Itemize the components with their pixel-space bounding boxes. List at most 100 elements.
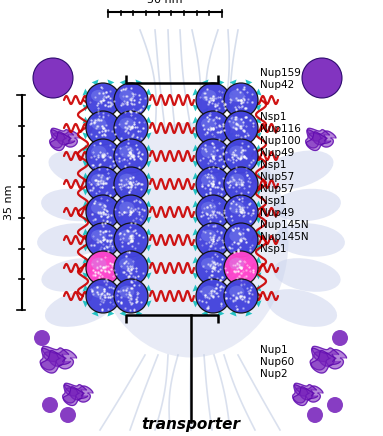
Polygon shape — [228, 216, 234, 223]
Polygon shape — [221, 245, 226, 252]
Polygon shape — [110, 201, 116, 208]
Polygon shape — [193, 133, 198, 140]
Polygon shape — [221, 160, 226, 167]
Ellipse shape — [86, 167, 120, 201]
Polygon shape — [108, 255, 115, 261]
Text: Nup57: Nup57 — [260, 172, 294, 182]
Polygon shape — [64, 383, 87, 400]
Text: Nup1: Nup1 — [260, 345, 288, 355]
Polygon shape — [53, 131, 80, 147]
Ellipse shape — [86, 195, 120, 229]
Polygon shape — [110, 116, 116, 123]
Ellipse shape — [229, 202, 244, 214]
Polygon shape — [218, 255, 224, 261]
Ellipse shape — [114, 223, 148, 257]
Polygon shape — [221, 105, 226, 111]
Ellipse shape — [91, 230, 106, 242]
Polygon shape — [218, 311, 224, 317]
Polygon shape — [118, 188, 124, 195]
Polygon shape — [146, 201, 152, 208]
Polygon shape — [293, 387, 318, 405]
Polygon shape — [119, 219, 126, 225]
Polygon shape — [246, 171, 252, 177]
Polygon shape — [136, 255, 142, 261]
Ellipse shape — [201, 202, 216, 214]
Polygon shape — [92, 143, 98, 149]
Ellipse shape — [119, 258, 134, 270]
Ellipse shape — [33, 58, 73, 98]
Polygon shape — [108, 171, 115, 177]
Polygon shape — [228, 133, 234, 140]
Polygon shape — [118, 245, 124, 252]
Polygon shape — [136, 164, 142, 169]
Polygon shape — [118, 272, 124, 279]
Polygon shape — [230, 171, 237, 177]
Polygon shape — [218, 227, 224, 232]
Ellipse shape — [114, 251, 148, 285]
Polygon shape — [228, 300, 234, 307]
Polygon shape — [201, 248, 209, 253]
Polygon shape — [312, 346, 339, 366]
Text: Nsp1: Nsp1 — [260, 160, 286, 170]
Polygon shape — [201, 115, 209, 120]
Polygon shape — [92, 219, 98, 225]
Polygon shape — [218, 164, 224, 169]
Polygon shape — [309, 131, 336, 147]
Ellipse shape — [307, 407, 323, 423]
Polygon shape — [201, 79, 209, 85]
Ellipse shape — [224, 83, 258, 117]
Polygon shape — [256, 145, 262, 152]
Polygon shape — [118, 201, 124, 208]
Text: Nup49: Nup49 — [260, 148, 294, 158]
Polygon shape — [136, 79, 142, 85]
Ellipse shape — [91, 202, 106, 214]
Polygon shape — [193, 300, 198, 307]
Polygon shape — [119, 143, 126, 149]
Ellipse shape — [201, 118, 216, 129]
Ellipse shape — [86, 279, 120, 313]
Polygon shape — [201, 255, 209, 261]
Polygon shape — [193, 245, 198, 252]
Ellipse shape — [327, 397, 343, 413]
Polygon shape — [256, 245, 262, 252]
Text: Nsp1: Nsp1 — [260, 112, 286, 122]
Polygon shape — [218, 199, 224, 204]
Polygon shape — [256, 89, 262, 95]
Polygon shape — [193, 257, 198, 264]
Polygon shape — [246, 79, 252, 85]
Polygon shape — [136, 219, 142, 225]
Polygon shape — [193, 285, 198, 292]
Polygon shape — [110, 257, 116, 264]
Polygon shape — [118, 228, 124, 235]
Text: 50 nm: 50 nm — [147, 0, 183, 5]
Polygon shape — [119, 115, 126, 120]
Polygon shape — [136, 115, 142, 120]
Polygon shape — [136, 191, 142, 197]
Polygon shape — [146, 116, 152, 123]
Polygon shape — [146, 285, 152, 292]
Polygon shape — [256, 188, 262, 195]
Ellipse shape — [229, 258, 244, 270]
Polygon shape — [246, 136, 252, 141]
Polygon shape — [296, 386, 323, 402]
Polygon shape — [119, 199, 126, 204]
Ellipse shape — [93, 123, 288, 358]
Polygon shape — [63, 387, 88, 405]
Ellipse shape — [224, 279, 258, 313]
Ellipse shape — [41, 258, 109, 292]
Text: 35 nm: 35 nm — [4, 185, 14, 220]
Polygon shape — [118, 145, 124, 152]
Polygon shape — [256, 133, 262, 140]
Polygon shape — [110, 272, 116, 279]
Ellipse shape — [201, 90, 216, 102]
Ellipse shape — [229, 174, 244, 186]
Polygon shape — [246, 107, 252, 113]
Polygon shape — [193, 216, 198, 223]
Polygon shape — [92, 276, 98, 281]
Polygon shape — [230, 227, 237, 232]
Polygon shape — [119, 191, 126, 197]
Polygon shape — [193, 228, 198, 235]
Ellipse shape — [224, 195, 258, 229]
Polygon shape — [246, 283, 252, 289]
Polygon shape — [136, 276, 142, 281]
